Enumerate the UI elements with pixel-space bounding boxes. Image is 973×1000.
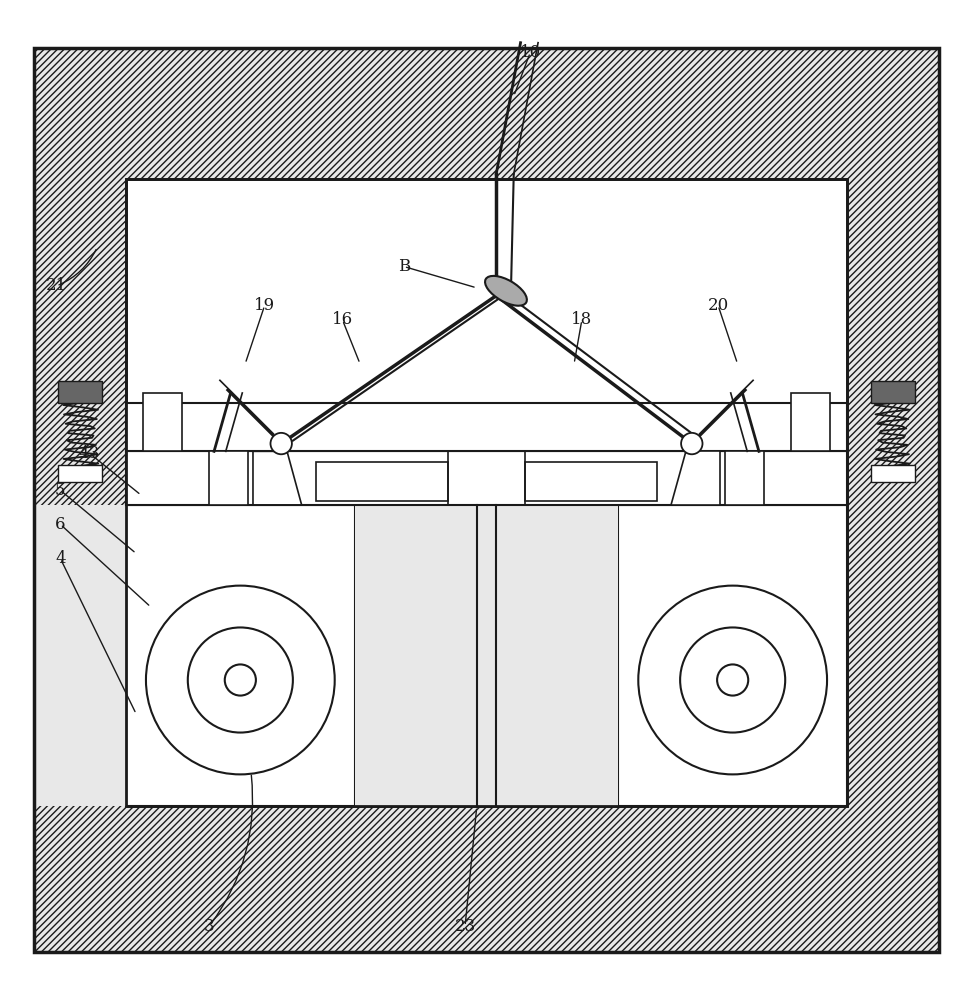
Circle shape <box>270 433 292 454</box>
Text: 18: 18 <box>571 311 593 328</box>
Bar <box>725 451 764 505</box>
Text: 19: 19 <box>254 297 275 314</box>
Bar <box>618 505 847 806</box>
Bar <box>126 179 847 806</box>
Bar <box>316 462 448 501</box>
Bar <box>871 465 915 482</box>
Bar <box>355 505 618 806</box>
Bar <box>34 505 126 806</box>
Bar <box>791 393 830 451</box>
Text: 20: 20 <box>707 297 729 314</box>
Text: 21: 21 <box>46 277 67 294</box>
Text: 10: 10 <box>520 44 541 61</box>
Bar <box>58 381 102 403</box>
Text: 16: 16 <box>332 311 353 328</box>
Bar <box>525 462 657 501</box>
Ellipse shape <box>486 276 526 306</box>
Text: B: B <box>398 258 410 275</box>
Polygon shape <box>671 451 720 505</box>
Circle shape <box>681 433 703 454</box>
Bar <box>209 451 248 505</box>
Circle shape <box>638 586 827 774</box>
Bar <box>126 451 847 505</box>
Bar <box>143 393 182 451</box>
Text: 23: 23 <box>454 918 476 935</box>
Bar <box>871 381 915 403</box>
Polygon shape <box>253 451 302 505</box>
Circle shape <box>146 586 335 774</box>
Bar <box>126 403 847 451</box>
Text: 3: 3 <box>204 918 214 935</box>
Text: 5: 5 <box>55 482 65 499</box>
Bar <box>58 465 102 482</box>
Circle shape <box>225 664 256 696</box>
Text: 4: 4 <box>55 550 65 567</box>
Text: 6: 6 <box>55 516 65 533</box>
Text: 43: 43 <box>79 445 100 462</box>
Bar <box>126 505 355 806</box>
Circle shape <box>188 627 293 733</box>
Circle shape <box>717 664 748 696</box>
Circle shape <box>680 627 785 733</box>
Bar <box>126 179 847 806</box>
